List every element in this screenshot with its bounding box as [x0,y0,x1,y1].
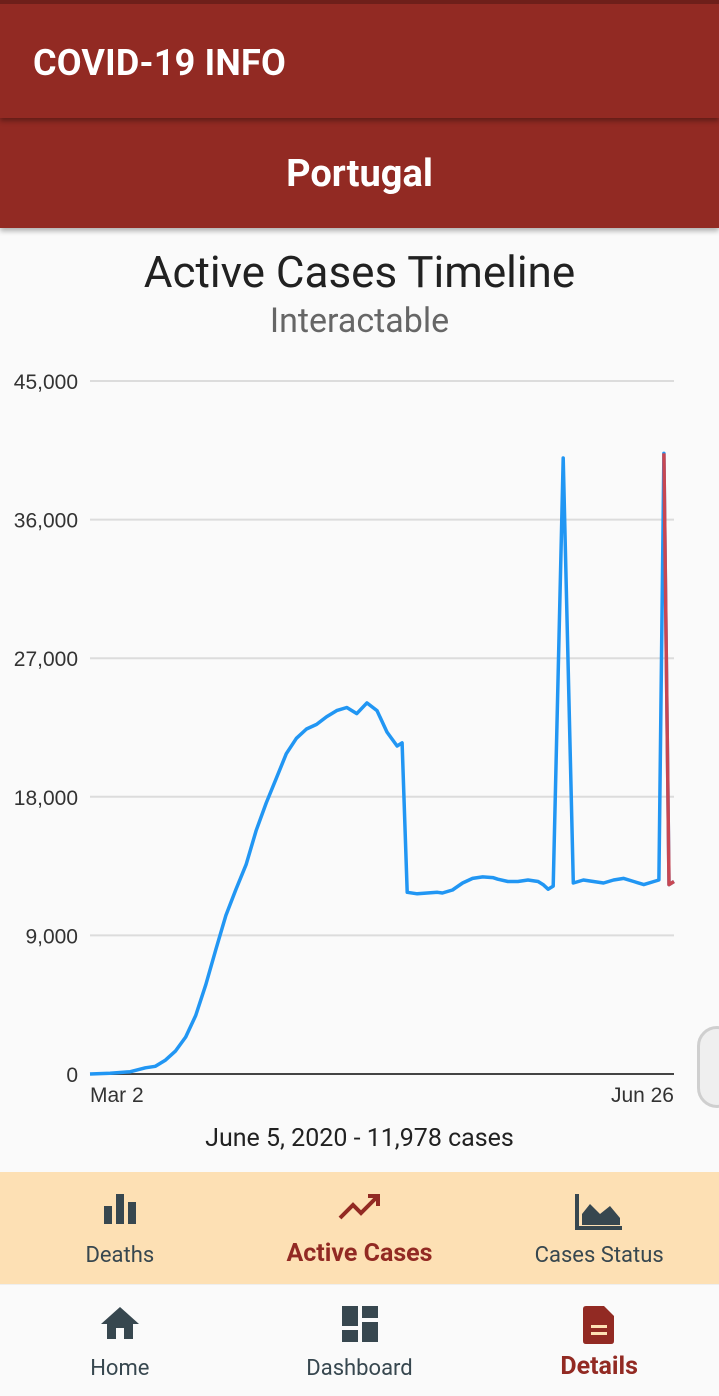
bottomnav-item-home[interactable]: Home [0,1285,240,1396]
chart-title: Active Cases Timeline [0,246,719,298]
chart-type-nav: Deaths Active Cases Cases Status [0,1172,719,1284]
subnav-item-cases-status[interactable]: Cases Status [479,1172,719,1284]
trending-up-icon [338,1192,382,1224]
x-tick-label: Mar 2 [90,1084,144,1107]
subnav-item-deaths[interactable]: Deaths [0,1172,240,1284]
bar-chart-icon [102,1192,138,1226]
active-cases-line-chart[interactable]: 0 9,000 18,000 27,000 36,000 45,000 Mar 2 Jun 2… [0,360,719,1120]
app-bar: COVID-19 INFO [0,0,719,118]
document-icon [582,1305,616,1345]
scroll-handle[interactable] [697,1026,719,1108]
subnav-item-active-cases[interactable]: Active Cases [240,1172,480,1284]
selected-point-label: June 5, 2020 - 11,978 cases [0,1124,719,1153]
active-cases-series-line [90,453,674,1074]
dashboard-icon [341,1305,379,1343]
y-tick-label: 27,000 [14,648,78,671]
area-chart-icon [574,1192,624,1232]
chart-subtitle: Interactable [0,301,719,341]
bottomnav-label-dashboard: Dashboard [240,1356,480,1381]
bottomnav-item-details[interactable]: Details [479,1285,719,1396]
subnav-label-cases-status: Cases Status [479,1243,719,1268]
country-header: Portugal [0,118,719,228]
x-tick-label: Jun 26 [611,1084,674,1107]
subnav-label-deaths: Deaths [0,1243,240,1268]
y-tick-label: 18,000 [14,787,78,810]
bottomnav-item-dashboard[interactable]: Dashboard [240,1285,480,1396]
y-tick-label: 9,000 [25,925,78,948]
bottomnav-label-home: Home [0,1356,240,1381]
home-icon [99,1305,141,1341]
y-tick-label: 45,000 [14,371,78,394]
country-name: Portugal [0,152,719,196]
bottom-nav: Home Dashboard Details [0,1284,719,1396]
subnav-label-active-cases: Active Cases [240,1239,480,1268]
y-tick-label: 0 [66,1064,78,1087]
selected-series-highlight [664,453,674,884]
app-title: COVID-19 INFO [33,42,286,84]
y-tick-label: 36,000 [14,510,78,533]
bottomnav-label-details: Details [479,1352,719,1381]
